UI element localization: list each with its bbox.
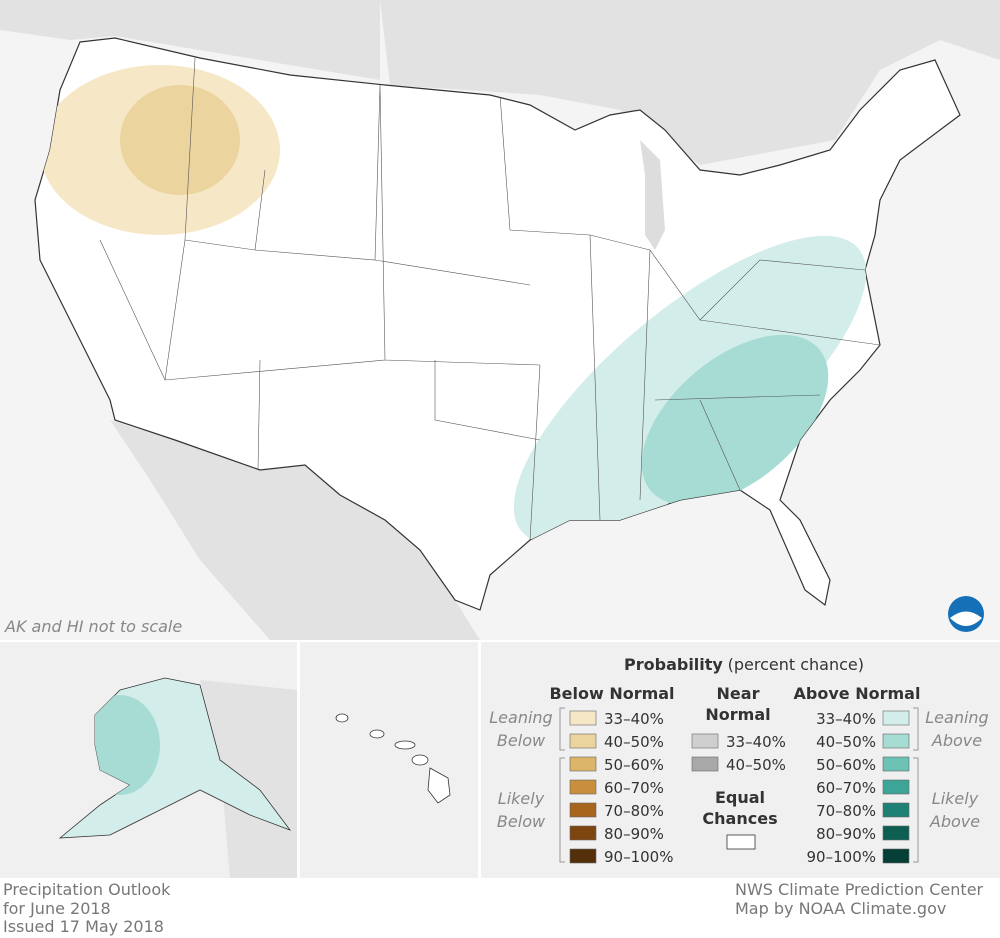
swatch-label: 80–90% — [604, 825, 664, 843]
leaning-label: Leaning — [489, 708, 552, 727]
swatch-label: 40–50% — [604, 733, 664, 751]
swatch — [569, 779, 597, 795]
above-40-50-area — [641, 334, 829, 506]
likely-label: Above — [929, 812, 980, 831]
noaa-logo-wave — [950, 611, 982, 626]
hawaii-panel — [300, 642, 478, 878]
below-40-50-area — [120, 85, 240, 195]
swatch-label: 40–50% — [726, 756, 786, 774]
near-heading: Near — [717, 684, 760, 703]
below-heading: Below Normal — [549, 684, 674, 703]
legend-title: Probability (percent chance) — [624, 655, 864, 674]
swatch-label: 60–70% — [816, 779, 876, 797]
lake-michigan — [640, 140, 665, 250]
swatch — [882, 733, 910, 749]
swatch-label: 50–60% — [604, 756, 664, 774]
equal-heading: Equal — [715, 788, 765, 807]
footer-left: for June 2018 — [3, 899, 111, 918]
canada-west — [0, 0, 380, 80]
swatch — [569, 756, 597, 772]
leaning-label: Leaning — [925, 708, 988, 727]
swatch — [569, 848, 597, 864]
legend-title-main: Probability — [624, 655, 723, 674]
swatch-label: 40–50% — [816, 733, 876, 751]
likely-label: Likely — [498, 789, 545, 808]
swatch — [691, 733, 719, 749]
swatch-label: 90–100% — [604, 848, 673, 866]
footer-right: Map by NOAA Climate.gov — [735, 899, 946, 918]
canada-ak — [200, 680, 297, 878]
swatch-label: 80–90% — [816, 825, 876, 843]
scale-note: AK and HI not to scale — [4, 617, 182, 636]
molokai — [394, 740, 416, 750]
swatch-label: 33–40% — [604, 710, 664, 728]
equal-heading: Chances — [702, 809, 777, 828]
big-island — [427, 767, 451, 804]
swatch-label: 70–80% — [604, 802, 664, 820]
swatch — [882, 779, 910, 795]
swatch — [882, 848, 910, 864]
footer-left: Precipitation Outlook — [3, 880, 171, 899]
swatch — [882, 756, 910, 772]
likely-label: Below — [497, 812, 546, 831]
swatch-label: 70–80% — [816, 802, 876, 820]
hawaii — [335, 713, 451, 804]
kauai — [335, 713, 349, 723]
oahu — [369, 729, 385, 739]
swatch — [569, 825, 597, 841]
swatch — [569, 802, 597, 818]
footer-right: NWS Climate Prediction Center — [735, 880, 984, 899]
leaning-label: Above — [931, 731, 982, 750]
swatch — [882, 825, 910, 841]
state-lines — [99, 57, 881, 541]
swatch — [882, 802, 910, 818]
canada — [380, 0, 1000, 165]
near-heading: Normal — [705, 705, 770, 724]
swatch — [569, 733, 597, 749]
likely-label: Likely — [932, 789, 979, 808]
swatch — [726, 834, 756, 850]
above-heading: Above Normal — [794, 684, 921, 703]
footer-left: Issued 17 May 2018 — [3, 917, 164, 936]
swatch-label: 90–100% — [807, 848, 876, 866]
alaska-above-area — [80, 695, 160, 795]
swatch-label: 33–40% — [816, 710, 876, 728]
maui — [411, 754, 429, 766]
outlook-areas — [40, 65, 867, 545]
legend-brackets — [559, 707, 919, 863]
swatch — [882, 710, 910, 726]
swatch — [691, 756, 719, 772]
swatch — [569, 710, 597, 726]
swatch-label: 33–40% — [726, 733, 786, 751]
swatch-label: 60–70% — [604, 779, 664, 797]
legend-title-suffix: (percent chance) — [728, 655, 864, 674]
swatch-label: 50–60% — [816, 756, 876, 774]
mexico — [110, 420, 480, 640]
leaning-label: Below — [497, 731, 546, 750]
